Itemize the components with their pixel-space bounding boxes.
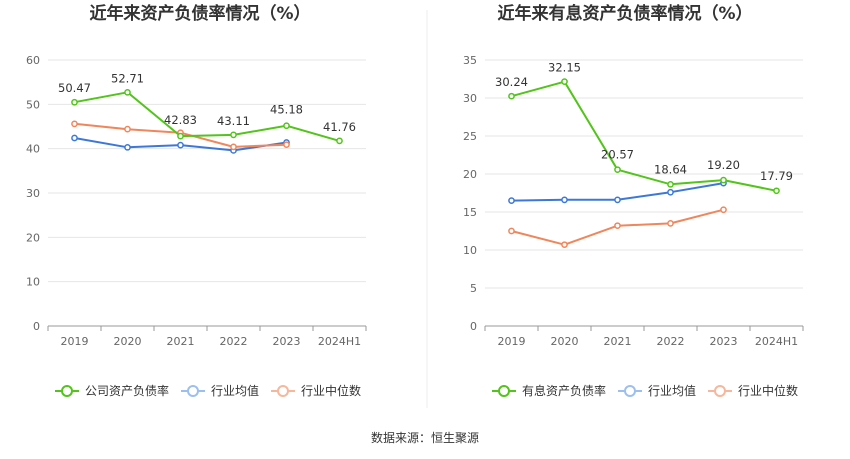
- data-label: 42.83: [164, 113, 197, 127]
- x-tick-label: 2022: [220, 335, 248, 348]
- legend-label: 行业均值: [648, 383, 696, 398]
- data-point: [561, 78, 568, 86]
- legend-marker: [624, 385, 636, 397]
- data-point: [124, 143, 131, 151]
- data-label: 30.24: [495, 75, 528, 89]
- legend-item-3: 行业中位数: [271, 383, 361, 398]
- data-point: [508, 227, 515, 235]
- y-tick-label: 0: [33, 320, 40, 333]
- legend-label: 公司资产负债率: [85, 383, 169, 398]
- data-label: 43.11: [217, 114, 250, 128]
- data-label: 52.71: [111, 71, 144, 85]
- x-tick-label: 2022: [657, 335, 685, 348]
- x-tick-label: 2024H1: [318, 335, 361, 348]
- x-tick-label: 2019: [61, 335, 89, 348]
- series-line-1: [511, 80, 777, 192]
- legend-marker: [714, 385, 726, 397]
- y-tick-label: 10: [26, 276, 40, 289]
- y-tick-label: 0: [470, 320, 477, 333]
- data-point: [667, 220, 674, 227]
- y-tick-label: 30: [26, 187, 40, 200]
- data-point: [720, 206, 727, 214]
- data-label: 19.20: [707, 158, 740, 172]
- data-point: [177, 141, 184, 149]
- data-label: 50.47: [58, 81, 91, 95]
- data-point: [667, 188, 674, 196]
- y-tick-label: 20: [26, 231, 40, 244]
- x-tick-label: 2021: [167, 335, 195, 348]
- data-point: [561, 196, 568, 204]
- data-point: [667, 180, 674, 188]
- legend-label: 行业中位数: [301, 383, 361, 398]
- x-tick-label: 2021: [604, 335, 632, 348]
- legend-item-1: 有息资产负债率: [492, 383, 606, 398]
- data-point: [773, 187, 780, 195]
- legend-item-2: 行业均值: [181, 383, 259, 398]
- x-tick-label: 2020: [114, 335, 142, 348]
- source-note: 数据来源：恒生聚源: [371, 430, 479, 445]
- chart-1: 近年来资产负债率情况（%） 0 10 20 30 40 50 60 2019 2020 2021 20…: [26, 3, 367, 398]
- legend-marker: [61, 385, 73, 397]
- x-tick-label: 2023: [273, 335, 301, 348]
- data-point: [614, 166, 621, 174]
- y-tick-label: 5: [470, 282, 477, 295]
- data-point: [720, 176, 727, 184]
- data-point: [71, 98, 78, 106]
- y-tick-label: 20: [463, 168, 477, 181]
- chart-title: 近年来资产负债率情况（%）: [89, 3, 310, 24]
- legend-marker: [187, 385, 199, 397]
- data-point: [124, 125, 131, 133]
- data-point: [71, 120, 78, 128]
- legend-label: 行业中位数: [738, 383, 798, 398]
- x-tick-label: 2020: [551, 335, 579, 348]
- y-tick-label: 40: [26, 143, 40, 156]
- data-point: [177, 132, 184, 140]
- legend-marker: [498, 385, 510, 397]
- data-label: 18.64: [654, 162, 687, 176]
- chart-2: 近年来有息资产负债率情况（%） 0 5 10 15 20 25 30 35 2019 2020 202…: [463, 3, 804, 398]
- data-label: 32.15: [548, 61, 581, 75]
- legend-marker: [277, 385, 289, 397]
- y-tick-label: 15: [463, 206, 477, 219]
- y-tick-label: 30: [463, 92, 477, 105]
- legend-item-1: 公司资产负债率: [55, 383, 169, 398]
- data-point: [508, 197, 515, 204]
- legend-label: 行业均值: [211, 383, 259, 398]
- legend-item-2: 行业均值: [618, 383, 696, 398]
- y-tick-label: 10: [463, 244, 477, 257]
- legend-label: 有息资产负债率: [522, 383, 606, 398]
- data-label: 41.76: [323, 120, 356, 134]
- x-tick-label: 2023: [710, 335, 738, 348]
- y-tick-label: 25: [463, 130, 477, 143]
- data-point: [336, 137, 343, 145]
- x-tick-label: 2019: [498, 335, 526, 348]
- data-label: 17.79: [760, 169, 793, 183]
- x-tick-label: 2024H1: [755, 335, 798, 348]
- data-point: [71, 134, 78, 142]
- data-point: [561, 241, 568, 249]
- chart-title: 近年来有息资产负债率情况（%）: [497, 3, 752, 24]
- data-point: [283, 141, 290, 149]
- data-point: [124, 88, 131, 96]
- data-point: [614, 222, 621, 230]
- series-line-1: [74, 91, 340, 142]
- data-label: 20.57: [601, 148, 634, 162]
- data-point: [614, 196, 621, 204]
- y-tick-label: 60: [26, 54, 40, 67]
- legend-item-3: 行业中位数: [708, 383, 798, 398]
- data-label: 45.18: [270, 103, 303, 117]
- data-point: [283, 122, 290, 130]
- y-tick-label: 35: [463, 54, 477, 67]
- data-point: [508, 92, 515, 100]
- data-point: [230, 143, 237, 151]
- y-tick-label: 50: [26, 98, 40, 111]
- data-point: [230, 131, 237, 139]
